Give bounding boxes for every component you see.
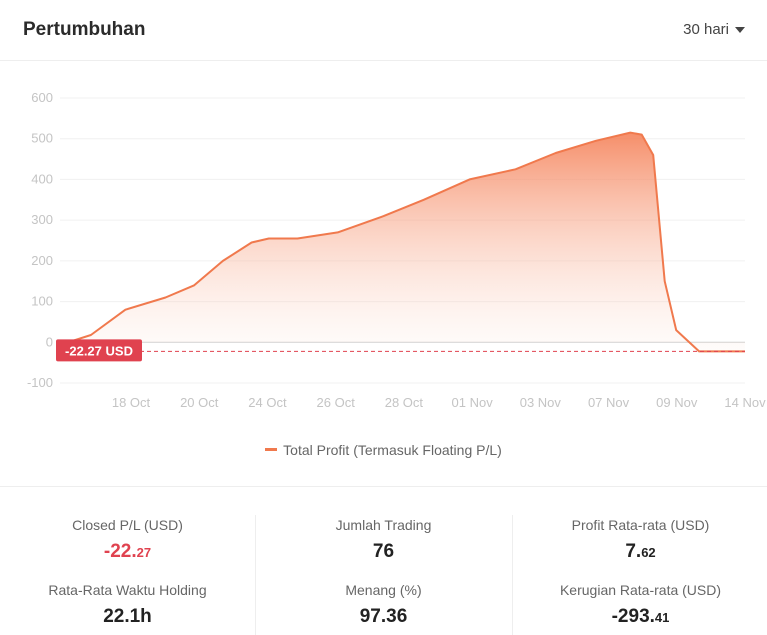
- x-tick-label: 07 Nov: [588, 395, 630, 410]
- y-tick-label: 100: [31, 294, 53, 309]
- y-tick-label: 600: [31, 90, 53, 105]
- x-tick-label: 09 Nov: [656, 395, 698, 410]
- stat-label: Profit Rata-rata (USD): [571, 517, 710, 533]
- x-tick-label: 20 Oct: [180, 395, 219, 410]
- page-title: Pertumbuhan: [23, 19, 146, 40]
- range-dropdown[interactable]: 30 hari: [683, 21, 745, 38]
- stat-label: Closed P/L (USD): [72, 517, 183, 533]
- stat-value: 22.1h: [103, 606, 152, 627]
- stat-value: 76: [372, 541, 395, 562]
- y-tick-label: -100: [27, 375, 53, 390]
- value-badge-layer: -22.27 USD: [56, 339, 745, 362]
- x-tick-label: 18 Oct: [112, 395, 151, 410]
- y-tick-label: 400: [31, 171, 53, 186]
- growth-chart-svg: 600 500 400 300 200 100 0 -100 18 Oct 20 Oct 24 O…: [27, 90, 766, 410]
- y-tick-label: 300: [31, 212, 53, 227]
- stat-label: Menang (%): [345, 582, 422, 598]
- stat-menang: Menang (%) 97.36: [256, 582, 511, 628]
- stat-closed-pl: Closed P/L (USD) -22.27: [0, 517, 255, 563]
- stats-panel: Closed P/L (USD) -22.27 Jumlah Trading 7…: [0, 486, 767, 635]
- x-tick-label: 26 Oct: [317, 395, 356, 410]
- stat-label: Jumlah Trading: [335, 517, 432, 533]
- stats-divider: [512, 515, 513, 635]
- stat-label: Rata-Rata Waktu Holding: [48, 582, 207, 598]
- growth-chart: 600 500 400 300 200 100 0 -100 18 Oct 20 Oct 24 O…: [0, 62, 767, 422]
- x-tick-label: 03 Nov: [520, 395, 562, 410]
- area-layer: [67, 131, 745, 353]
- x-tick-layer: 18 Oct 20 Oct 24 Oct 26 Oct 28 Oct 01 Nov 03 N…: [112, 395, 766, 410]
- range-label: 30 hari: [683, 21, 729, 38]
- x-tick-label: 01 Nov: [452, 395, 494, 410]
- legend-line-icon: [265, 447, 278, 451]
- header: Pertumbuhan 30 hari: [0, 0, 767, 61]
- series-line: [67, 131, 745, 353]
- x-tick-label: 24 Oct: [248, 395, 287, 410]
- stat-jumlah-trading: Jumlah Trading 76: [256, 517, 511, 563]
- chart-legend[interactable]: Total Profit (Termasuk Floating P/L): [0, 442, 767, 458]
- x-tick-label: 28 Oct: [385, 395, 424, 410]
- y-tick-label: 200: [31, 253, 53, 268]
- stat-value: 97.36: [359, 606, 408, 627]
- stat-value: -22.27: [103, 541, 152, 562]
- current-value-badge: [56, 339, 142, 362]
- stat-kerugian-avg: Kerugian Rata-rata (USD) -293.41: [513, 582, 767, 628]
- legend-label: Total Profit (Termasuk Floating P/L): [283, 442, 502, 458]
- stats-divider: [255, 515, 256, 635]
- stat-holding-avg: Rata-Rata Waktu Holding 22.1h: [0, 582, 255, 628]
- stat-label: Kerugian Rata-rata (USD): [559, 582, 722, 598]
- y-tick-label: 0: [46, 334, 53, 349]
- series-area: [68, 132, 745, 352]
- current-value-label: -22.27 USD: [65, 343, 133, 358]
- x-tick-label: 14 Nov: [724, 395, 766, 410]
- caret-down-icon: [735, 27, 745, 33]
- stat-value: -293.41: [611, 606, 670, 627]
- y-tick-label: 500: [31, 131, 53, 146]
- stat-value: 7.62: [625, 541, 656, 562]
- stat-profit-avg: Profit Rata-rata (USD) 7.62: [513, 517, 767, 563]
